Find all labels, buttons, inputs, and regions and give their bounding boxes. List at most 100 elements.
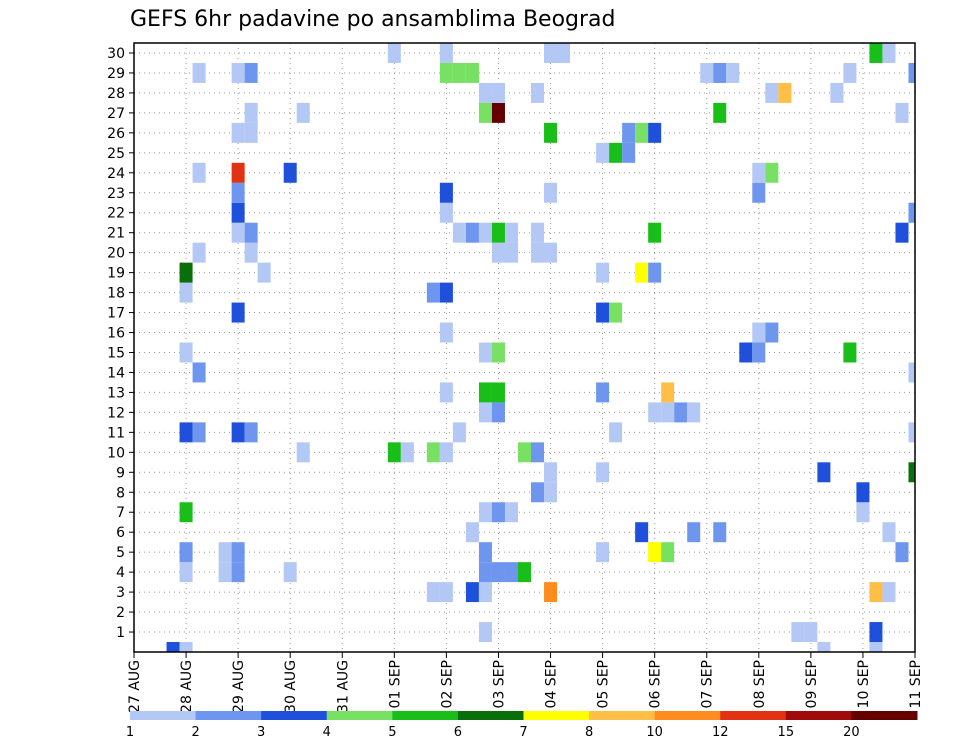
heatmap-cell — [596, 462, 610, 483]
legend-bound-label: 10 — [646, 725, 663, 740]
heatmap-cell — [713, 102, 727, 123]
y-tick-label: 4 — [116, 565, 125, 581]
heatmap-cell — [179, 282, 193, 303]
x-tick-label: 02 SEP — [439, 660, 455, 708]
heatmap-cell — [465, 582, 479, 603]
heatmap-cell — [596, 542, 610, 563]
legend-bound-label: 6 — [454, 725, 462, 740]
y-tick-label: 23 — [107, 186, 125, 202]
heatmap-cell — [192, 162, 206, 183]
heatmap-cell — [817, 462, 831, 483]
heatmap-cell — [609, 422, 623, 443]
heatmap-cell — [869, 43, 883, 63]
heatmap-cell — [544, 582, 558, 603]
heatmap-cell — [648, 122, 662, 143]
x-tick-label: 03 SEP — [491, 660, 507, 708]
heatmap-cell — [231, 542, 245, 563]
color-legend: 1 2 3 4 5 6 7 8 10 12 15 20 — [126, 711, 918, 740]
heatmap-cell — [192, 242, 206, 263]
y-tick-label: 7 — [116, 505, 125, 521]
heatmap-cell — [218, 562, 232, 583]
y-tick-label: 26 — [107, 126, 125, 142]
heatmap-cell — [426, 442, 440, 463]
y-tick-label: 29 — [107, 66, 125, 82]
heatmap-cell — [765, 162, 779, 183]
heatmap-cell — [596, 142, 610, 163]
y-tick-label: 20 — [107, 246, 125, 262]
heatmap-cell — [622, 122, 636, 143]
heatmap-cell — [491, 382, 505, 403]
heatmap-cell — [179, 342, 193, 363]
heatmap-cell — [544, 182, 558, 203]
y-tick-label: 5 — [116, 545, 125, 561]
heatmap-cell — [609, 142, 623, 163]
heatmap-cell — [635, 262, 649, 283]
heatmap-cell — [478, 542, 492, 563]
heatmap-cell — [504, 562, 518, 583]
heatmap-cell — [192, 362, 206, 383]
legend-color-swatch — [720, 711, 787, 720]
heatmap-cell — [843, 62, 857, 83]
x-tick-label: 29 AUG — [231, 660, 247, 713]
heatmap-cell — [192, 62, 206, 83]
heatmap-cell — [765, 322, 779, 343]
y-tick-label: 10 — [107, 445, 125, 461]
heatmap-cell — [387, 442, 401, 463]
heatmap-cell — [179, 502, 193, 523]
heatmap-cell — [817, 642, 831, 652]
heatmap-cell — [531, 442, 545, 463]
heatmap-cell — [531, 482, 545, 503]
x-tick-label: 11 SEP — [908, 660, 924, 708]
heatmap-cell — [504, 242, 518, 263]
heatmap-cell — [596, 262, 610, 283]
heatmap-cell — [426, 582, 440, 603]
heatmap-cell — [596, 382, 610, 403]
heatmap-cell — [687, 522, 701, 543]
heatmap-cell — [622, 142, 636, 163]
legend-bound-label: 15 — [778, 725, 795, 740]
heatmap-cell — [452, 422, 466, 443]
heatmap-cell — [531, 242, 545, 263]
heatmap-cell — [491, 562, 505, 583]
plot-frame — [133, 42, 916, 653]
legend-bound-label: 7 — [519, 725, 527, 740]
legend-color-swatch — [523, 711, 590, 720]
heatmap-cell — [804, 622, 818, 643]
heatmap-cell — [661, 542, 675, 563]
heatmap-cell — [296, 442, 310, 463]
x-tick-label: 28 AUG — [179, 660, 195, 713]
x-tick-label: 06 SEP — [648, 660, 664, 708]
heatmap-cell — [908, 422, 915, 443]
x-tick-label: 30 AUG — [283, 660, 299, 713]
legend-color-swatch — [457, 711, 524, 720]
heatmap-cell — [179, 562, 193, 583]
y-tick-label: 16 — [107, 326, 125, 342]
heatmap-cell — [882, 522, 896, 543]
grid-lines — [134, 43, 915, 652]
heatmap-cell — [465, 222, 479, 243]
heatmap-cell — [882, 43, 896, 63]
x-tick-label: 04 SEP — [544, 660, 560, 708]
y-tick-label: 12 — [107, 405, 125, 421]
heatmap-cell — [244, 102, 258, 123]
heatmap-cell — [491, 102, 505, 123]
heatmap-cell — [283, 162, 297, 183]
heatmap-cell — [544, 43, 558, 63]
heatmap-cell — [635, 122, 649, 143]
heatmap-cell — [856, 482, 870, 503]
heatmap-cell — [244, 122, 258, 143]
heatmap-cell — [765, 82, 779, 103]
heatmap-cell — [231, 202, 245, 223]
legend-color-swatch — [392, 711, 459, 720]
y-tick-label: 11 — [107, 425, 125, 441]
heatmap-cell — [544, 122, 558, 143]
x-tick-label: 31 AUG — [335, 660, 351, 713]
legend-bound-label: 2 — [191, 725, 199, 740]
legend-bound-label: 4 — [323, 725, 331, 740]
heatmap-cell — [478, 562, 492, 583]
heatmap-cell — [491, 242, 505, 263]
legend-bound-label: 3 — [257, 725, 265, 740]
x-tick-label: 07 SEP — [700, 660, 716, 708]
heatmap-cell — [869, 622, 883, 643]
